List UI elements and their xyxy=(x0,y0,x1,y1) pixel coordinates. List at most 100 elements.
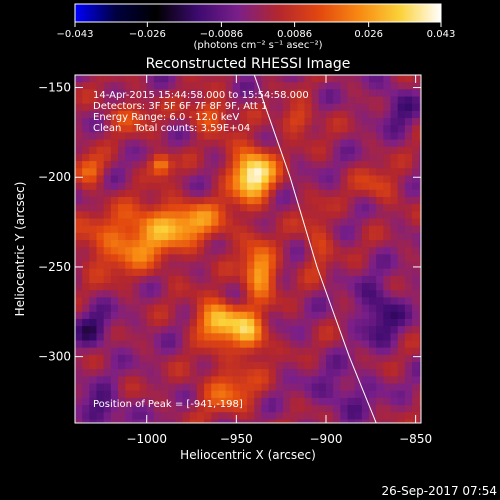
heatmap-cell xyxy=(254,196,263,205)
heatmap-cell xyxy=(318,211,327,220)
heatmap-cell xyxy=(225,347,234,356)
heatmap-cell xyxy=(347,347,356,356)
heatmap-cell xyxy=(196,125,205,134)
heatmap-cell xyxy=(333,247,341,255)
heatmap-cell xyxy=(118,168,126,177)
heatmap-cell xyxy=(225,318,234,327)
heatmap-cell xyxy=(340,419,349,423)
heatmap-cell xyxy=(132,211,141,220)
heatmap-cell xyxy=(261,96,270,105)
heatmap-cell xyxy=(161,161,169,169)
heatmap-cell xyxy=(189,347,198,356)
heatmap-cell xyxy=(118,397,126,406)
heatmap-cell xyxy=(247,175,255,184)
heatmap-cell xyxy=(196,412,205,421)
heatmap-cell xyxy=(361,168,370,177)
heatmap-cell xyxy=(110,240,119,248)
heatmap-cell xyxy=(168,168,176,177)
heatmap-cell xyxy=(282,311,291,320)
heatmap-cell xyxy=(311,304,320,313)
heatmap-cell xyxy=(89,347,98,356)
heatmap-cell xyxy=(383,326,392,334)
heatmap-cell xyxy=(247,225,255,234)
heatmap-cell xyxy=(189,390,198,399)
heatmap-cell xyxy=(218,354,227,363)
heatmap-cell xyxy=(282,240,291,248)
heatmap-cell xyxy=(311,225,320,234)
heatmap-cell xyxy=(261,297,270,306)
heatmap-cell xyxy=(168,247,176,255)
heatmap-cell xyxy=(404,297,413,306)
heatmap-cell xyxy=(347,196,356,205)
heatmap-cell xyxy=(125,247,133,255)
heatmap-cell xyxy=(125,254,133,263)
heatmap-cell xyxy=(282,103,291,112)
heatmap-cell xyxy=(390,383,399,392)
heatmap-cell xyxy=(96,333,105,342)
heatmap-cell xyxy=(89,362,98,370)
heatmap-cell xyxy=(268,168,277,177)
heatmap-cell xyxy=(189,326,198,334)
heatmap-cell xyxy=(426,376,434,384)
y-axis-label: Heliocentric Y (arcsec) xyxy=(13,182,27,317)
heatmap-cell xyxy=(218,168,227,177)
heatmap-cell xyxy=(390,118,399,126)
heatmap-cell xyxy=(204,397,212,406)
heatmap-cell xyxy=(96,347,105,356)
heatmap-cell xyxy=(196,247,205,255)
heatmap-cell xyxy=(275,232,284,241)
heatmap-cell xyxy=(397,125,406,134)
heatmap-cell xyxy=(268,304,277,313)
heatmap-cell xyxy=(132,397,141,406)
heatmap-cell xyxy=(161,261,169,270)
heatmap-cell xyxy=(96,318,105,327)
heatmap-cell xyxy=(419,168,421,177)
heatmap-cell xyxy=(254,390,263,399)
heatmap-cell xyxy=(153,139,162,148)
heatmap-cell xyxy=(168,405,176,413)
heatmap-cell xyxy=(96,247,105,255)
heatmap-cell xyxy=(404,196,413,205)
heatmap-cell xyxy=(139,376,148,385)
heatmap-cell xyxy=(311,326,320,334)
heatmap-cell xyxy=(369,333,377,342)
heatmap-cell xyxy=(369,297,377,306)
heatmap-cell xyxy=(361,146,370,155)
heatmap-cell xyxy=(239,139,248,148)
heatmap-cell xyxy=(361,405,370,413)
heatmap-cell xyxy=(268,283,277,291)
heatmap-cell xyxy=(168,283,176,291)
heatmap-cell xyxy=(82,283,90,291)
heatmap-cell xyxy=(369,189,377,198)
heatmap-cell xyxy=(132,225,141,234)
heatmap-cell xyxy=(282,75,291,83)
heatmap-cell xyxy=(75,261,83,270)
heatmap-cell xyxy=(419,175,421,184)
heatmap-cell xyxy=(383,125,392,134)
heatmap-cell xyxy=(348,427,356,435)
heatmap-cell xyxy=(75,419,83,423)
heatmap-cell xyxy=(325,318,334,327)
heatmap-cell xyxy=(175,218,184,227)
heatmap-cell xyxy=(196,139,205,148)
heatmap-cell xyxy=(232,275,241,284)
heatmap-cell xyxy=(182,290,191,299)
heatmap-cell xyxy=(232,204,241,212)
heatmap-cell xyxy=(290,240,298,248)
heatmap-cell xyxy=(376,275,384,284)
heatmap-cell xyxy=(304,182,313,191)
heatmap-cell xyxy=(175,240,184,248)
heatmap-cell xyxy=(247,153,255,162)
heatmap-cell xyxy=(189,419,198,423)
heatmap-cell xyxy=(146,297,155,306)
heatmap-cell xyxy=(354,211,363,220)
heatmap-cell xyxy=(196,118,205,126)
heatmap-cell xyxy=(89,304,98,313)
heatmap-cell xyxy=(125,290,133,299)
heatmap-cell xyxy=(196,405,205,413)
heatmap-cell xyxy=(311,125,320,134)
heatmap-cell xyxy=(103,311,112,320)
heatmap-cell xyxy=(225,218,234,227)
heatmap-cell xyxy=(390,290,399,299)
heatmap-cell xyxy=(383,189,392,198)
